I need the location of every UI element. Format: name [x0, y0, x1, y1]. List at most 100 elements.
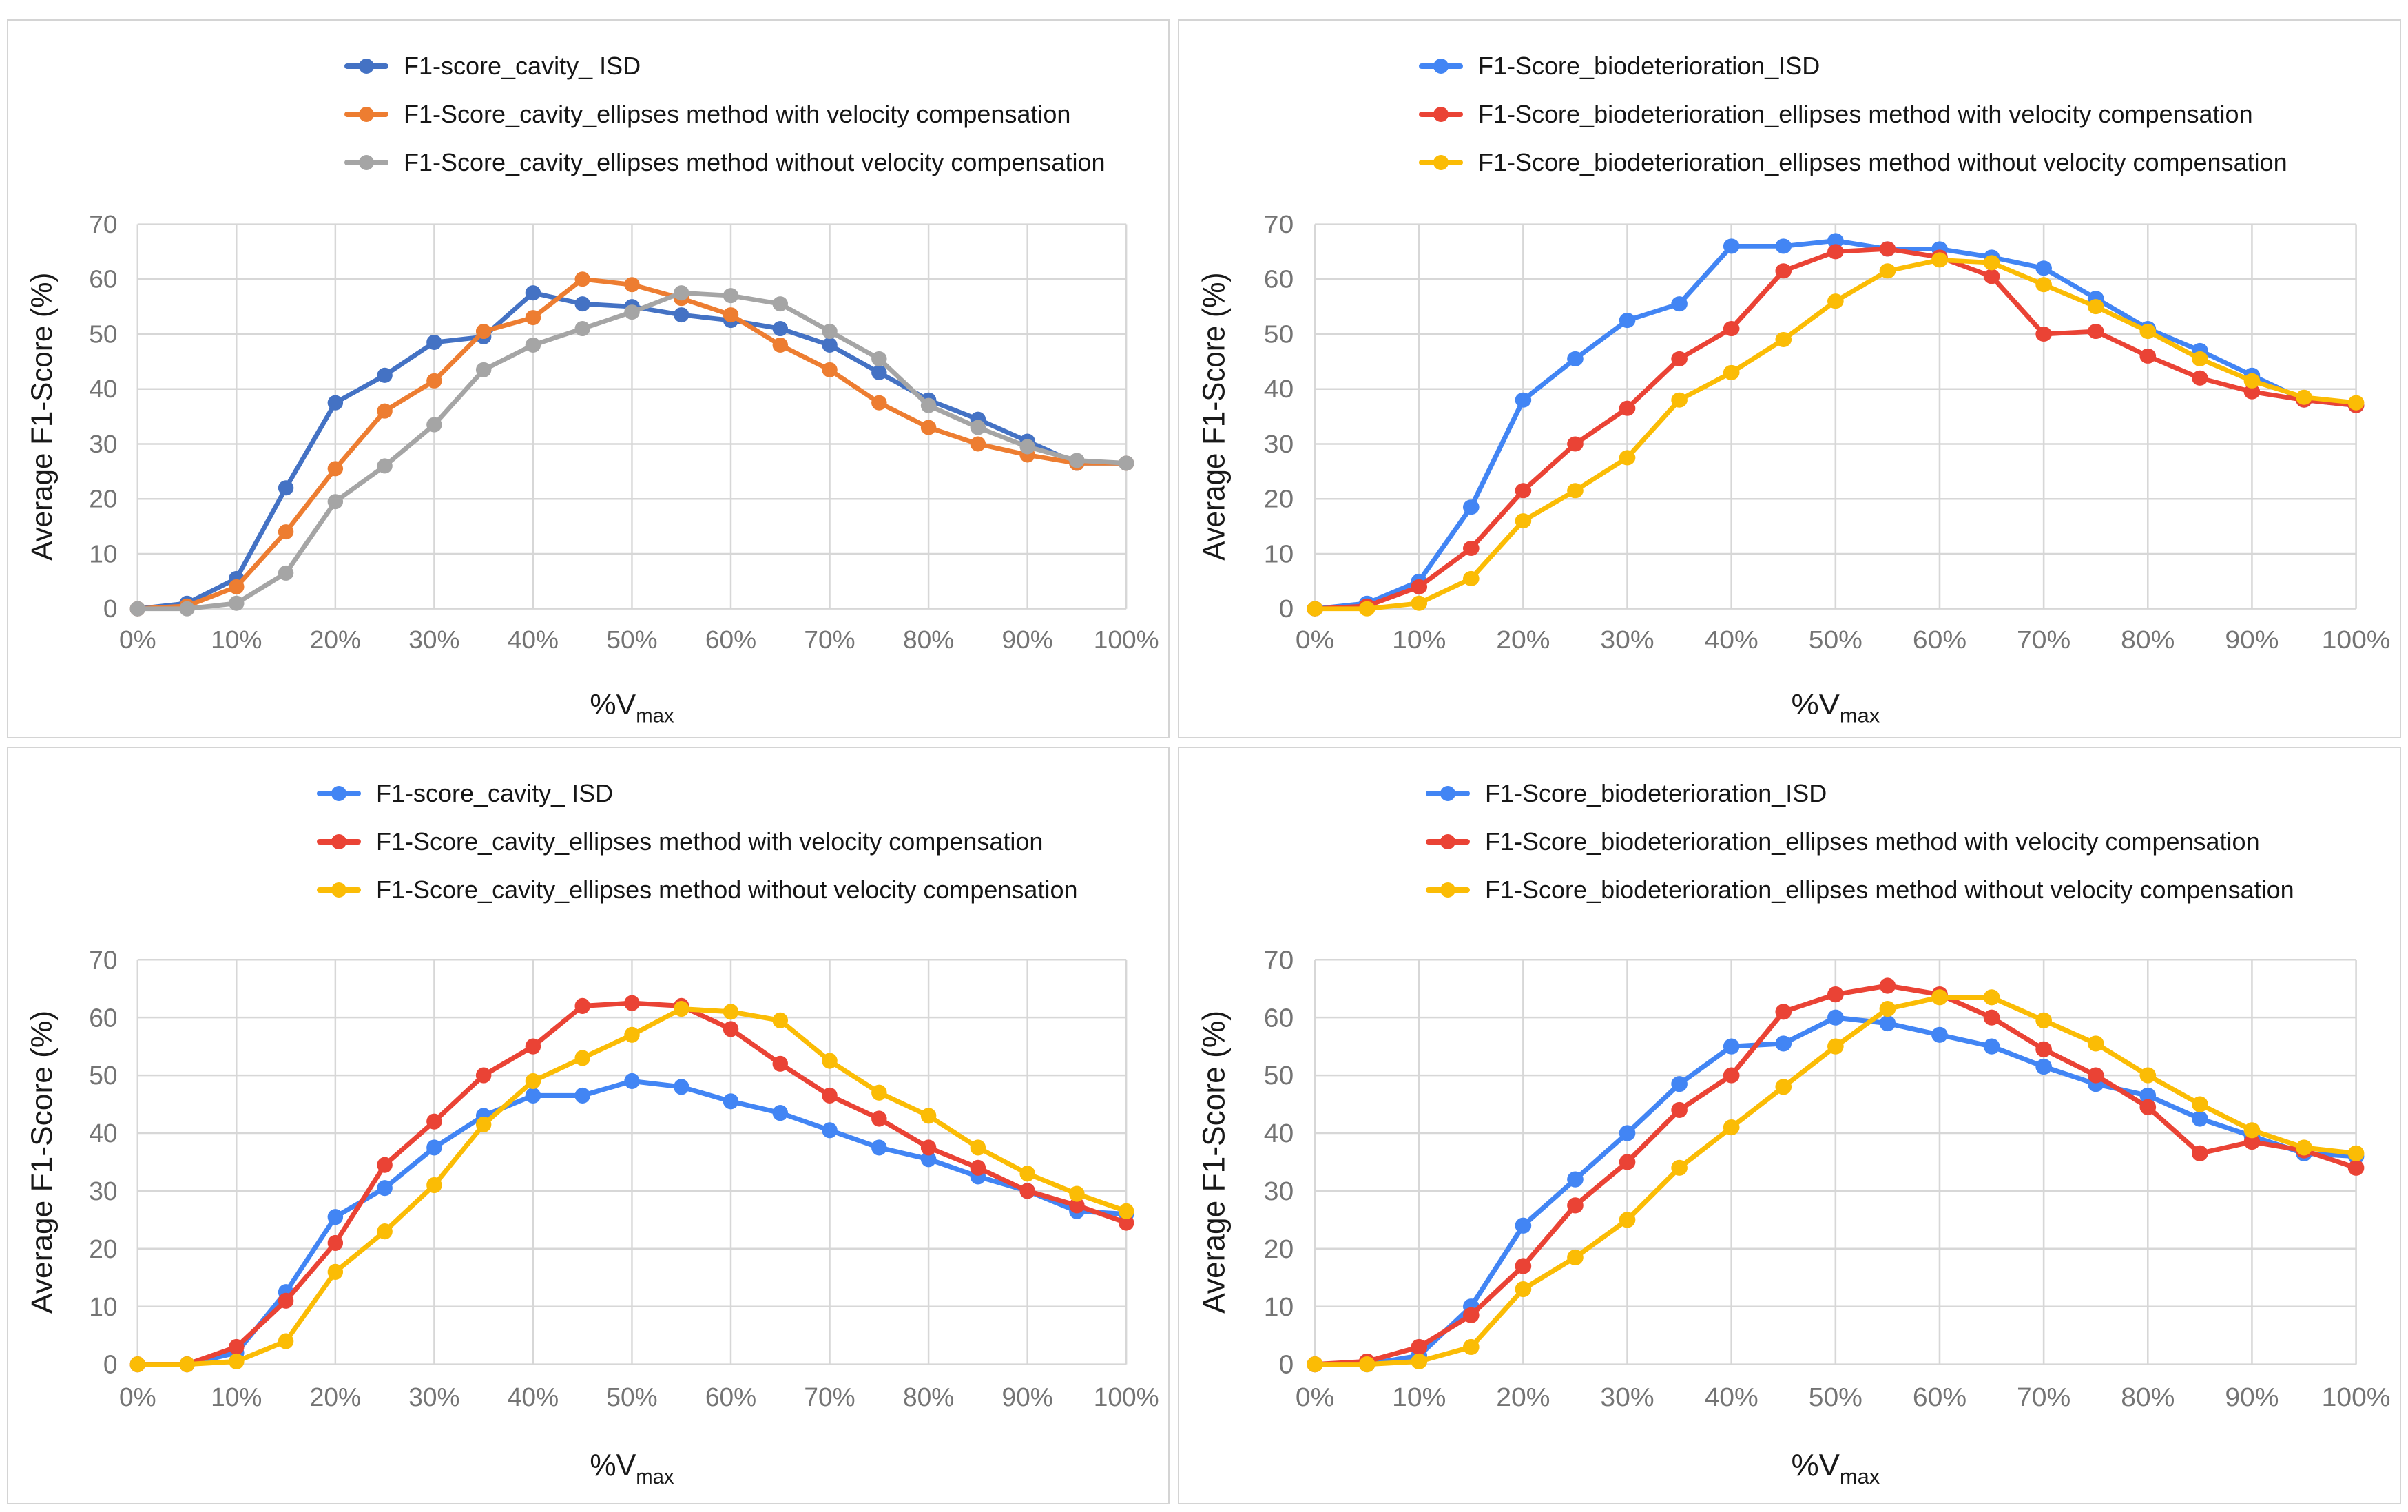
data-point-marker — [1619, 1154, 1636, 1170]
data-point-marker — [822, 1087, 838, 1104]
data-point-marker — [1775, 331, 1792, 347]
data-point-marker — [920, 397, 937, 413]
data-point-marker — [1462, 499, 1480, 515]
x-tick-label: 10% — [211, 1382, 262, 1412]
data-point-marker — [1567, 351, 1584, 366]
data-point-marker — [1723, 1119, 1740, 1136]
data-point-marker — [1462, 1338, 1480, 1356]
data-point-marker — [1462, 541, 1480, 557]
x-tick-label: 90% — [1002, 626, 1053, 654]
data-point-marker — [1462, 570, 1480, 586]
data-point-marker — [772, 296, 789, 312]
legend-line-dot-marker — [317, 833, 361, 850]
data-point-marker — [920, 1139, 937, 1156]
data-point-marker — [2347, 1159, 2365, 1176]
data-point-marker — [772, 337, 789, 353]
y-tick-label: 10 — [1264, 540, 1294, 568]
x-tick-label: 30% — [408, 626, 459, 654]
y-tick-label: 0 — [103, 595, 118, 623]
chart-panel-cavity-2: F1-score_cavity_ ISD F1-Score_cavity_ell… — [7, 747, 1170, 1504]
legend-item: F1-Score_cavity_ellipses method without … — [317, 875, 1078, 905]
data-point-marker — [1723, 1038, 1740, 1055]
data-point-marker — [970, 1139, 986, 1156]
legend-label: F1-Score_cavity_ellipses method with vel… — [404, 100, 1071, 128]
axis-tick-labels: 0 10 20 30 40 50 60 70 0% 10% 20% 30% 40% 50% 60% 70% 80… — [89, 210, 1159, 654]
data-point-marker — [1567, 1249, 1584, 1265]
data-point-marker — [179, 601, 195, 617]
x-tick-label: 80% — [2121, 625, 2175, 653]
x-tick-label: 20% — [1496, 625, 1550, 653]
y-tick-label: 0 — [1279, 1350, 1294, 1380]
legend-line-dot-marker — [317, 785, 361, 802]
y-tick-label: 30 — [89, 1176, 117, 1205]
data-point-marker — [822, 1122, 838, 1139]
data-point-marker — [525, 310, 541, 326]
data-point-marker — [574, 997, 590, 1014]
data-point-marker — [278, 1292, 294, 1309]
y-axis-title: Average F1-Score (%) — [1196, 273, 1232, 561]
line-chart-cavity-isd-vs-ellipses: 0 10 20 30 40 50 60 70 0% 10% 20% 30% 40% 50% 60% 70% 80… — [25, 210, 1159, 727]
data-point-marker — [1671, 296, 1688, 312]
data-point-marker — [1879, 1001, 1896, 1017]
data-point-marker — [2243, 373, 2261, 389]
data-point-marker — [426, 334, 442, 350]
data-point-marker — [624, 995, 640, 1011]
data-point-marker — [772, 1012, 789, 1028]
data-point-marker — [1118, 455, 1134, 471]
chart-gridlines — [1314, 959, 2357, 1365]
x-tick-label: 70% — [804, 1382, 855, 1412]
y-tick-label: 60 — [1264, 1004, 1294, 1033]
data-point-marker — [327, 461, 344, 477]
x-tick-label: 20% — [310, 1382, 361, 1412]
data-point-marker — [2296, 389, 2312, 405]
data-point-marker — [229, 1353, 245, 1370]
data-point-marker — [2087, 1067, 2104, 1084]
data-point-marker — [229, 1338, 245, 1356]
data-point-marker — [2296, 1139, 2312, 1156]
data-point-marker — [426, 373, 442, 389]
x-tick-label: 80% — [903, 626, 954, 654]
y-tick-label: 30 — [1264, 430, 1294, 457]
data-point-marker — [278, 480, 294, 496]
x-tick-label: 50% — [606, 626, 657, 654]
data-point-marker — [970, 436, 986, 452]
data-series-2 — [1307, 252, 2365, 617]
data-point-marker — [327, 1209, 344, 1225]
y-axis-title: Average F1-Score (%) — [25, 1011, 58, 1314]
data-point-marker — [278, 565, 294, 581]
data-point-marker — [871, 364, 887, 380]
data-point-marker — [624, 304, 640, 320]
x-tick-label: 40% — [508, 1382, 559, 1412]
x-tick-label: 30% — [408, 1382, 459, 1412]
legend-line-dot-marker — [1419, 106, 1463, 123]
data-point-marker — [2035, 1041, 2052, 1057]
x-tick-label: 100% — [1094, 1382, 1159, 1412]
data-point-marker — [2243, 1122, 2261, 1139]
y-tick-label: 50 — [89, 1061, 117, 1090]
data-point-marker — [624, 1026, 640, 1043]
x-tick-label: 0% — [1296, 1382, 1334, 1412]
data-point-marker — [179, 1356, 195, 1373]
data-point-marker — [1723, 1067, 1740, 1084]
x-axis-title: %Vmax — [590, 688, 674, 727]
data-point-marker — [1879, 241, 1896, 257]
data-point-marker — [327, 1234, 344, 1252]
data-point-marker — [2139, 324, 2157, 340]
data-point-marker — [1931, 1026, 1948, 1043]
legend: F1-score_cavity_ ISD F1-Score_cavity_ell… — [344, 51, 1106, 178]
data-point-marker — [674, 1001, 689, 1017]
data-point-marker — [970, 1159, 986, 1176]
legend-item: F1-Score_biodeterioration_ISD — [1419, 51, 2287, 81]
data-point-marker — [1723, 238, 1740, 254]
legend-line-dot-marker — [317, 882, 361, 898]
axis-tick-labels: 0 10 20 30 40 50 60 70 0% 10% 20% 30% 40% 50% 60% 70% 80… — [1264, 946, 2391, 1412]
x-tick-label: 100% — [2322, 625, 2391, 653]
data-point-marker — [2139, 1067, 2157, 1084]
data-point-marker — [1411, 579, 1428, 594]
legend-item: F1-Score_cavity_ellipses method with vel… — [344, 99, 1106, 130]
data-point-marker — [2243, 1133, 2261, 1150]
legend-label: F1-Score_biodeterioration_ISD — [1478, 52, 1820, 80]
legend-line-dot-marker — [1426, 882, 1470, 898]
data-point-marker — [920, 1108, 937, 1124]
data-point-marker — [1619, 400, 1636, 416]
